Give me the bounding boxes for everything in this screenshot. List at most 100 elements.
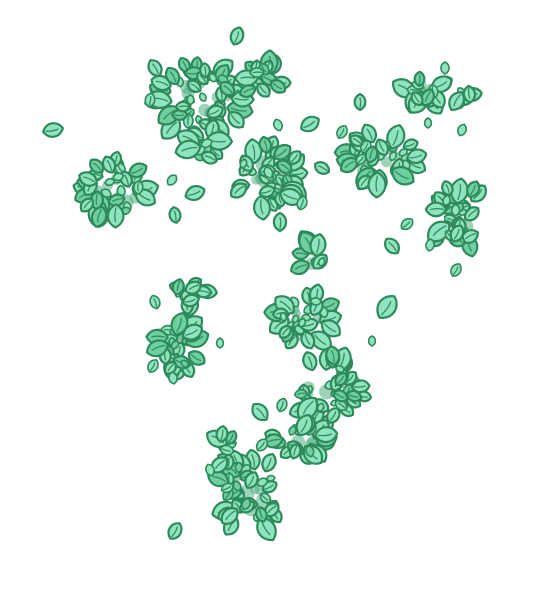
leaf-cluster	[207, 448, 283, 542]
leaf	[320, 319, 341, 338]
leaf	[187, 350, 206, 366]
leaf-cluster	[145, 311, 210, 381]
single-leaf	[336, 125, 348, 139]
single-leaf	[423, 117, 433, 129]
leaf	[184, 280, 202, 295]
leaf	[314, 426, 339, 444]
leaf-cluster	[168, 276, 218, 317]
leaf	[112, 172, 125, 182]
leaf	[225, 430, 238, 445]
single-leaf	[215, 337, 225, 349]
single-leaf	[184, 184, 206, 202]
leaf	[253, 195, 271, 221]
leaf-cluster	[448, 84, 483, 111]
leaf	[302, 351, 318, 372]
leaf	[180, 359, 190, 368]
leaf	[200, 150, 218, 165]
leaf	[199, 62, 211, 79]
leaf	[101, 155, 117, 174]
leaf	[220, 482, 235, 494]
leaf	[258, 185, 276, 198]
leaf	[442, 194, 451, 207]
leaf	[262, 433, 284, 449]
leaf	[198, 92, 207, 102]
leaf	[273, 144, 292, 161]
single-leaf	[166, 174, 178, 186]
leaf	[449, 224, 465, 243]
leaf	[186, 94, 195, 106]
single-leaf	[229, 26, 245, 46]
leaf	[367, 171, 387, 199]
leaf	[181, 293, 201, 308]
leaf	[278, 325, 292, 339]
single-leaf	[296, 195, 308, 211]
leaf	[364, 145, 379, 164]
leaf	[104, 177, 116, 187]
leaf	[406, 148, 428, 165]
leaf	[249, 67, 265, 78]
leaf	[265, 474, 276, 482]
leaf	[293, 388, 308, 399]
leaf	[298, 317, 307, 328]
leaf	[424, 201, 448, 218]
leaf	[317, 257, 326, 267]
leaf	[128, 162, 148, 179]
leaf	[174, 100, 192, 113]
leaf	[256, 477, 269, 487]
leaf	[263, 166, 274, 179]
leaf	[295, 414, 314, 437]
leaf	[234, 461, 243, 474]
leaf-cluster	[288, 345, 373, 434]
leaf	[170, 311, 189, 336]
leaf-cluster	[72, 150, 160, 229]
single-leaf	[168, 371, 178, 385]
single-leaf	[42, 122, 64, 138]
leaf	[291, 314, 300, 324]
leaf	[164, 66, 181, 86]
leaf	[239, 158, 248, 169]
leaf	[227, 111, 245, 129]
leaf	[244, 471, 259, 489]
leaf-cluster	[206, 429, 238, 474]
leaf	[78, 171, 98, 187]
leaf	[261, 453, 277, 473]
leaf-cluster	[262, 414, 339, 465]
leaf	[462, 84, 477, 104]
single-leaf	[147, 59, 163, 77]
leaf	[219, 444, 235, 456]
single-leaf	[457, 123, 467, 137]
leaf	[89, 158, 105, 174]
leaf	[132, 179, 144, 195]
leaf	[258, 135, 273, 154]
leaf	[208, 73, 218, 83]
single-leaf	[313, 161, 331, 175]
single-leaf	[167, 522, 183, 540]
leaf	[288, 425, 297, 436]
leaf	[356, 174, 372, 190]
leaf	[310, 330, 332, 351]
single-leaf	[309, 233, 327, 257]
leaf	[361, 123, 377, 144]
leaf	[210, 456, 229, 474]
single-leaf	[450, 263, 462, 277]
leaf	[145, 339, 169, 358]
leaf	[171, 278, 185, 296]
single-leaf	[272, 211, 288, 233]
leaf	[441, 180, 454, 197]
leaf	[290, 259, 310, 276]
leaf	[256, 82, 271, 98]
single-leaf	[168, 206, 182, 224]
leaf	[170, 340, 180, 350]
leaf	[309, 297, 322, 306]
single-leaf	[425, 238, 435, 252]
leaf	[325, 345, 341, 366]
leaf	[263, 502, 280, 518]
single-leaf	[147, 359, 159, 373]
leaf	[349, 134, 364, 147]
leaf	[269, 79, 287, 94]
leaf-cluster	[392, 70, 453, 115]
single-leaf	[376, 295, 398, 319]
leaf	[187, 79, 202, 93]
